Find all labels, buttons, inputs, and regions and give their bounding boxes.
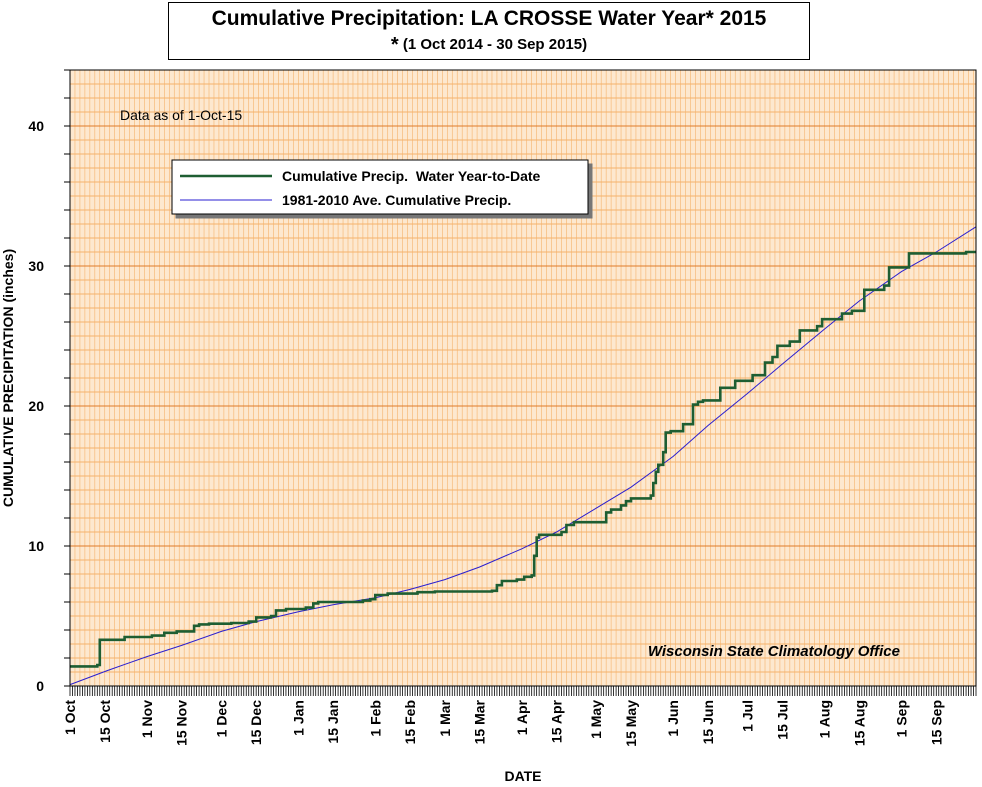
x-tick-label: 15 Dec [248,700,264,745]
x-tick-label: 1 Jul [740,700,756,732]
series-average-line [69,226,977,686]
x-tick-label: 1 Oct [62,700,78,735]
x-tick-label: 15 Sep [928,700,944,745]
y-axis: 0 10 20 30 40 [28,69,70,694]
y-tick-label: 0 [36,678,44,694]
x-tick-label: 15 Jul [774,700,790,740]
legend-box [171,159,589,215]
y-tick-label: 10 [28,538,44,554]
y-axis-label: CUMULATIVE PRECIPITATION (inches) [0,249,16,507]
chart-subtitle-line: * (1 Oct 2014 - 30 Sep 2015) [169,34,809,57]
x-tick-label: 1 Apr [514,699,530,735]
x-tick-label: 15 May [623,700,639,747]
x-tick-label: 15 Aug [851,700,867,746]
subtitle-asterisk: * [390,34,399,56]
y-tick-label: 40 [28,118,44,134]
x-tick-label: 15 Apr [549,699,565,743]
x-tick-label: 1 Feb [367,700,383,737]
chart-title-box: Cumulative Precipitation: LA CROSSE Wate… [168,2,810,60]
x-axis: 1 Oct 15 Oct 1 Nov 15 Nov 1 Dec 15 Dec 1 Jan 15… [62,686,977,747]
x-tick-label: 1 Mar [437,699,453,736]
x-tick-label: 1 Nov [139,700,155,738]
horizontal-grid [70,83,976,673]
chart-title: Cumulative Precipitation: LA CROSSE Wate… [211,7,767,30]
data-as-of-note: Data as of 1-Oct-15 [120,107,242,123]
x-tick-label: 15 Nov [174,700,190,746]
legend-label-average: 1981-2010 Ave. Cumulative Precip. [282,192,511,208]
legend-label-observed: Cumulative Precip. Water Year-to-Date [282,168,541,184]
legend: Cumulative Precip. Water Year-to-Date 19… [171,159,589,215]
x-tick-label: 15 Oct [97,700,113,743]
x-tick-label: 15 Jan [325,700,341,744]
series-layer [69,226,977,686]
x-tick-label: 1 May [588,700,604,739]
x-axis-label: DATE [504,768,541,784]
x-tick-label: 1 Aug [817,700,833,738]
x-tick-label: 1 Dec [213,700,229,738]
x-tick-label: 15 Mar [472,699,488,744]
x-tick-label: 1 Jan [290,700,306,736]
series-observed-line [70,250,976,668]
x-tick-label: 1 Jun [665,700,681,737]
credit-text: Wisconsin State Climatology Office [648,643,900,660]
chart-subtitle: (1 Oct 2014 - 30 Sep 2015) [402,36,588,53]
y-tick-label: 20 [28,398,44,414]
x-tick-label: 15 Feb [402,700,418,744]
y-tick-label: 30 [28,258,44,274]
x-tick-label: 1 Sep [894,700,910,737]
x-tick-label: 15 Jun [700,700,716,744]
